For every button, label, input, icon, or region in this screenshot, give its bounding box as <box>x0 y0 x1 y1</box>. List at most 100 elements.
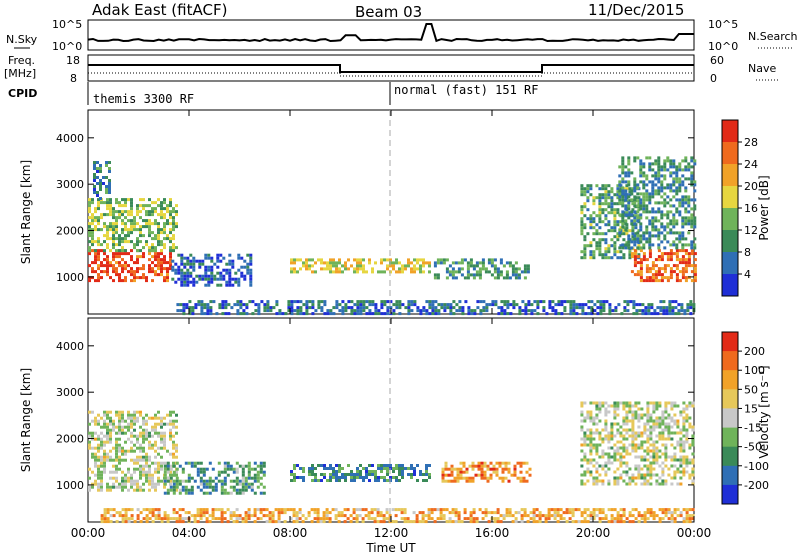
power-cell <box>604 253 608 257</box>
power-cell <box>145 243 148 247</box>
velocity-cell <box>459 473 463 477</box>
velocity-cell <box>646 428 650 432</box>
velocity-cell <box>100 479 103 483</box>
power-cell <box>338 261 341 265</box>
velocity-cell <box>115 437 118 441</box>
power-cell <box>651 189 655 193</box>
velocity-cell <box>157 422 160 426</box>
velocity-cell <box>385 517 389 521</box>
velocity-cell <box>347 464 350 467</box>
power-cell <box>660 252 664 256</box>
colorbar-swatch <box>722 208 738 231</box>
velocity-cell <box>604 461 608 465</box>
power-cell <box>669 267 673 271</box>
power-cell <box>362 306 366 310</box>
velocity-cell <box>401 467 404 470</box>
velocity-cell <box>178 491 182 495</box>
velocity-cell <box>166 491 170 495</box>
power-cell <box>94 228 97 232</box>
velocity-cell <box>601 479 605 483</box>
cpid-segment-2: normal (fast) 151 RF <box>394 83 539 97</box>
power-cell <box>118 213 121 217</box>
power-cell <box>216 265 220 269</box>
power-cell <box>484 270 488 274</box>
power-cell <box>380 300 384 304</box>
power-cell <box>472 276 476 280</box>
power-cell <box>672 231 676 235</box>
power-cell <box>94 252 97 256</box>
power-cell <box>599 306 603 310</box>
power-cell <box>621 165 625 169</box>
power-cell <box>625 184 629 188</box>
power-cell <box>466 267 470 271</box>
power-cell <box>239 300 243 304</box>
velocity-cell <box>688 446 692 450</box>
velocity-cell <box>649 431 653 435</box>
power-cell <box>604 199 608 203</box>
velocity-cell <box>205 520 209 524</box>
power-cell <box>365 270 368 274</box>
power-cell <box>176 303 180 307</box>
velocity-cell <box>148 488 151 492</box>
power-cell <box>613 250 617 254</box>
power-cell <box>186 277 190 281</box>
velocity-cell <box>664 404 668 408</box>
power-cell <box>224 312 228 316</box>
power-cell <box>639 213 643 217</box>
power-cell <box>618 183 622 187</box>
velocity-cell <box>489 467 493 471</box>
power-cell <box>237 283 241 287</box>
velocity-cell <box>502 514 506 518</box>
velocity-cell <box>148 458 151 462</box>
velocity-cell <box>172 446 175 450</box>
power-cell <box>191 309 195 313</box>
velocity-cell <box>682 455 686 459</box>
power-cell <box>380 312 384 316</box>
power-cell <box>185 306 189 310</box>
power-cell <box>237 256 241 260</box>
power-cell <box>503 312 507 316</box>
velocity-cell <box>676 422 680 426</box>
power-cell <box>491 300 495 304</box>
power-cell <box>249 274 253 278</box>
power-cell <box>192 262 196 266</box>
power-cell <box>668 300 672 304</box>
velocity-cell <box>595 428 599 432</box>
power-cell <box>641 303 645 307</box>
velocity-cell <box>97 464 100 468</box>
power-cell <box>654 258 658 262</box>
velocity-cell <box>181 470 185 474</box>
colorbar-swatch <box>722 389 738 409</box>
power-cell <box>121 279 124 283</box>
power-cell <box>681 237 685 241</box>
power-cell <box>654 273 658 277</box>
velocity-cell <box>106 431 109 435</box>
power-cell <box>91 267 94 271</box>
power-cell <box>195 259 199 263</box>
velocity-cell <box>160 461 163 465</box>
power-cell <box>374 309 378 313</box>
power-cell <box>299 312 303 316</box>
power-cell <box>234 271 238 275</box>
power-cell <box>356 306 360 310</box>
power-cell <box>593 309 597 313</box>
power-cell <box>88 228 91 232</box>
power-cell <box>634 226 638 230</box>
power-cell <box>654 171 658 175</box>
velocity-cell <box>136 482 139 486</box>
velocity-cell <box>607 508 611 512</box>
power-cell <box>371 303 375 307</box>
velocity-cell <box>151 425 154 429</box>
velocity-cell <box>613 458 617 462</box>
power-cell <box>109 237 112 241</box>
power-cell <box>127 210 130 214</box>
velocity-cell <box>226 464 230 468</box>
velocity-cell <box>477 467 481 471</box>
power-cell <box>580 256 584 260</box>
velocity-cell <box>151 508 155 512</box>
velocity-cell <box>398 479 401 482</box>
velocity-cell <box>103 422 106 426</box>
velocity-cell <box>166 461 170 465</box>
power-cell <box>627 159 631 163</box>
power-cell <box>392 267 395 271</box>
